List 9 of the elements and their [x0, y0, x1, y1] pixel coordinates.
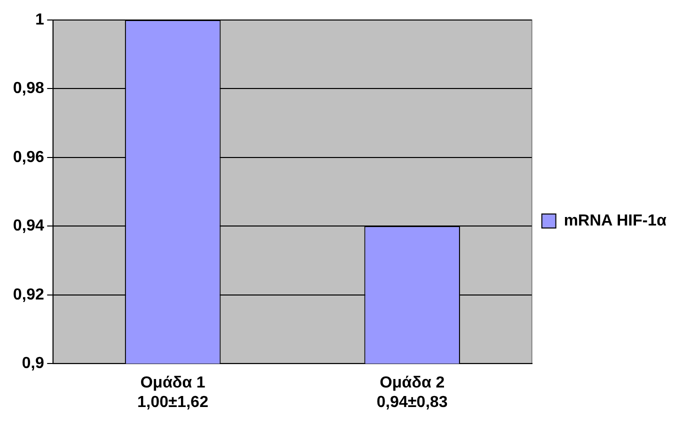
x-tick-label: Ομάδα 1 1,00±1,62 — [137, 374, 208, 411]
y-tick-label: 0,9 — [22, 355, 44, 372]
y-tick-label: 0,98 — [13, 80, 44, 98]
y-tick-label: 0,92 — [13, 286, 44, 304]
y-tick-label: 1 — [35, 11, 44, 28]
legend-label: mRNA HIF-1α — [564, 212, 667, 230]
x-tick-label: Ομάδα 2 0,94±0,83 — [376, 374, 448, 411]
y-tick-label: 0,94 — [13, 218, 44, 235]
y-tick-label: 0,96 — [13, 148, 44, 166]
